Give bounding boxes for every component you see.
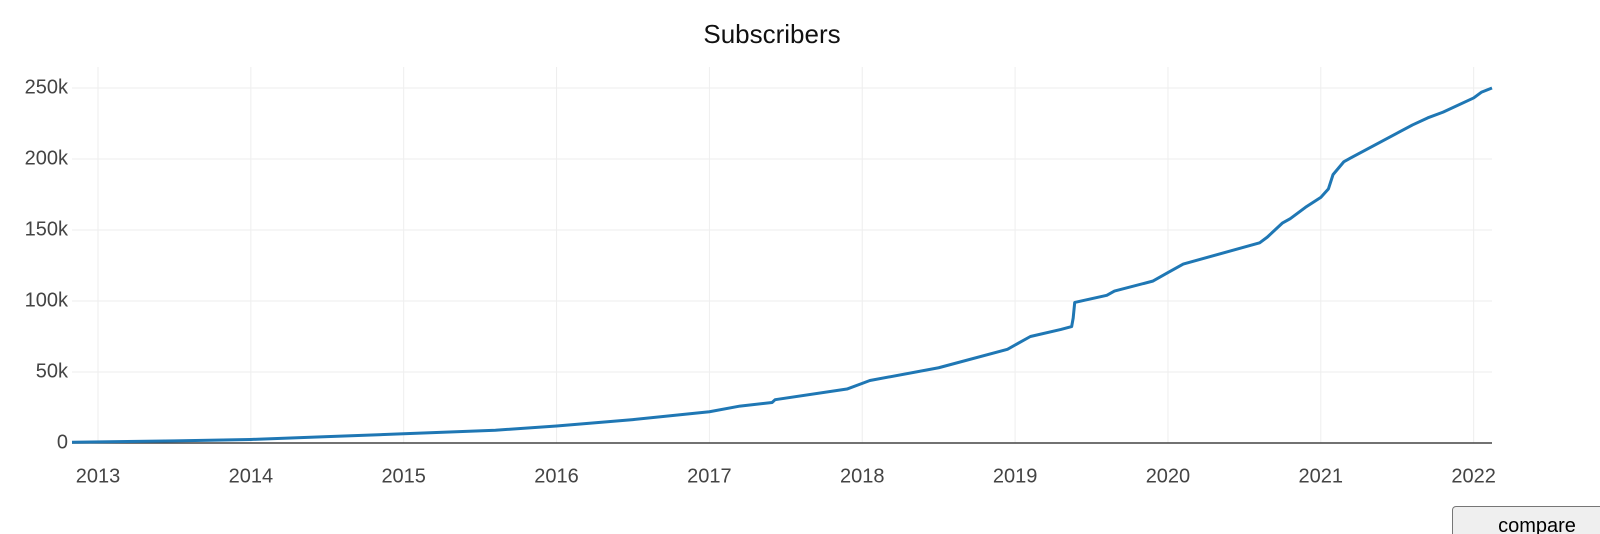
y-tick-label: 0 xyxy=(57,431,68,453)
data-line xyxy=(71,86,1493,444)
y-tick-label: 250k xyxy=(25,76,69,98)
y-tick-label: 100k xyxy=(25,289,69,311)
x-tick-label: 2013 xyxy=(76,465,121,487)
x-tick-label: 2017 xyxy=(687,465,732,487)
y-tick-label: 200k xyxy=(25,147,69,169)
compare-button[interactable]: compare xyxy=(1452,506,1600,534)
x-tick-label: 2015 xyxy=(381,465,426,487)
x-tick-label: 2019 xyxy=(993,465,1038,487)
x-tick-label: 2021 xyxy=(1299,465,1344,487)
x-tick-label: 2022 xyxy=(1451,465,1496,487)
x-tick-label: 2018 xyxy=(840,465,885,487)
x-tick-label: 2020 xyxy=(1146,465,1191,487)
x-tick-label: 2014 xyxy=(229,465,274,487)
y-tick-label: 150k xyxy=(25,218,69,240)
chart-title: Subscribers xyxy=(703,19,840,49)
x-tick-label: 2016 xyxy=(534,465,579,487)
y-tick-label: 50k xyxy=(36,360,69,382)
